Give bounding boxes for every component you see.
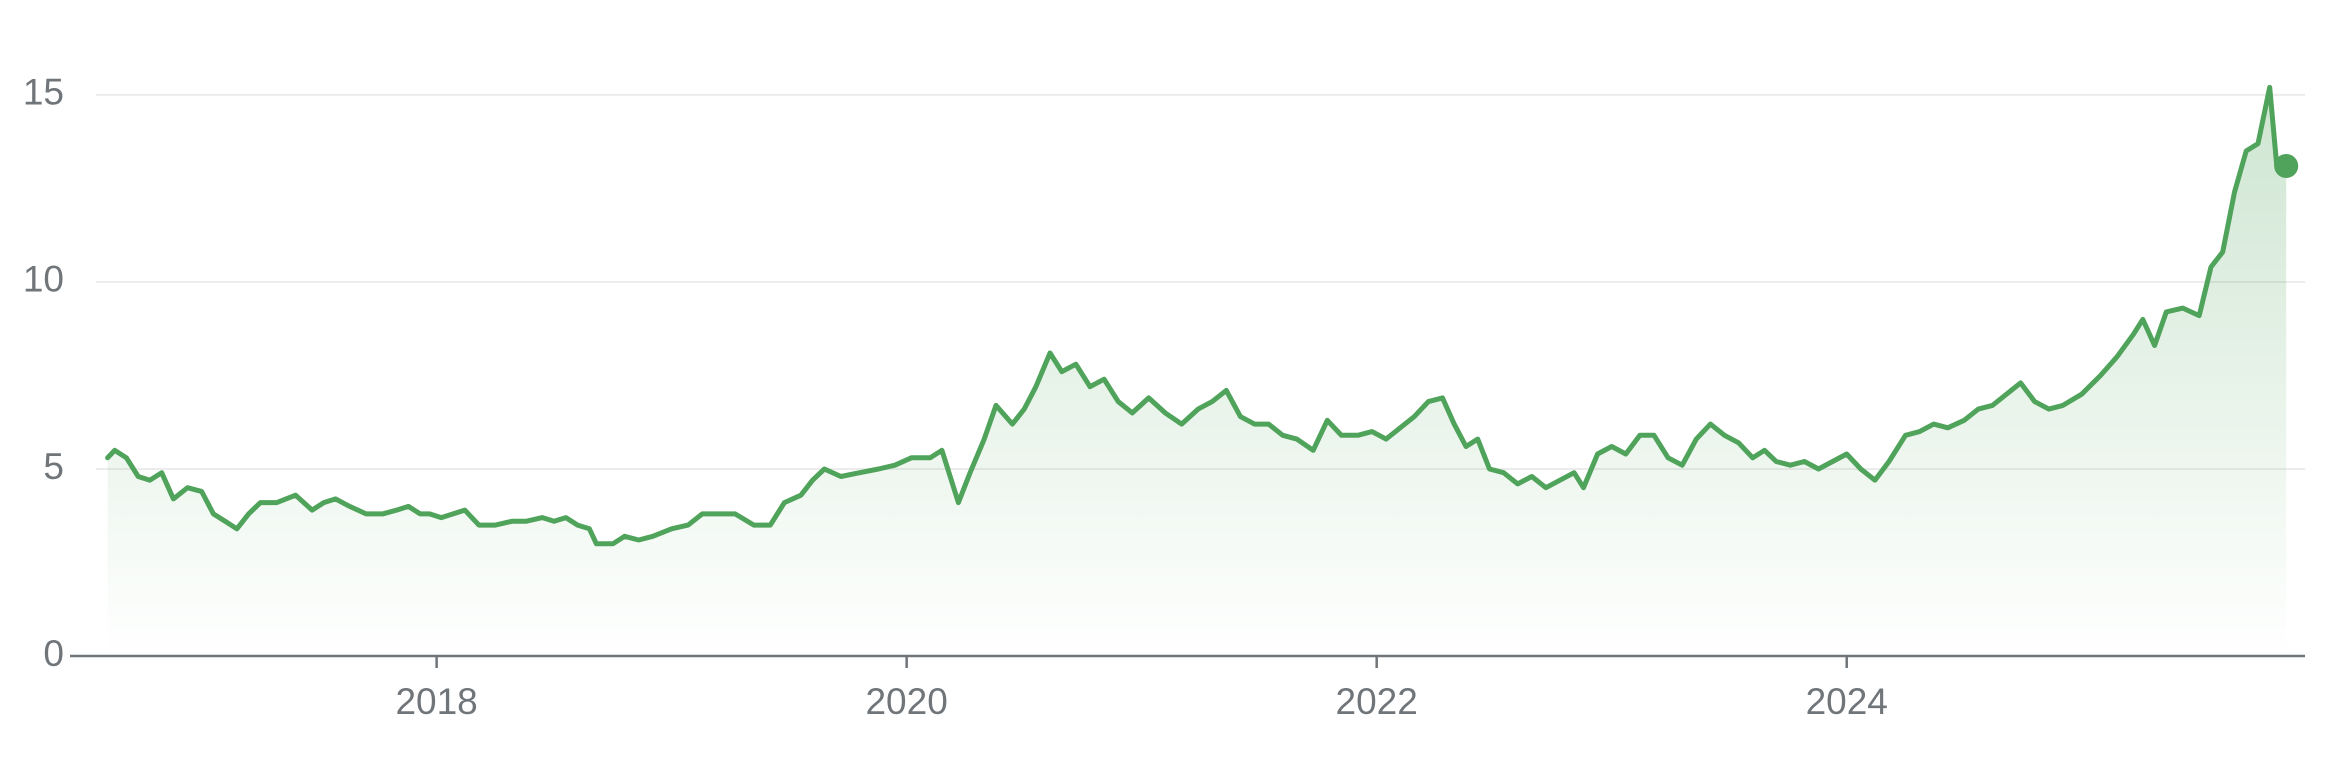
- x-tick-label: 2020: [865, 681, 947, 722]
- y-tick-label: 15: [23, 72, 64, 113]
- y-tick-label: 5: [43, 446, 64, 487]
- last-point: [2274, 153, 2299, 178]
- x-tick-label: 2018: [395, 681, 477, 722]
- y-tick-label: 0: [43, 633, 64, 674]
- area-fill: [107, 87, 2287, 656]
- y-tick-label: 10: [23, 259, 64, 300]
- x-tick-label: 2022: [1336, 681, 1418, 722]
- price-line: [105, 84, 2289, 547]
- x-tick-label: 2024: [1806, 681, 1888, 722]
